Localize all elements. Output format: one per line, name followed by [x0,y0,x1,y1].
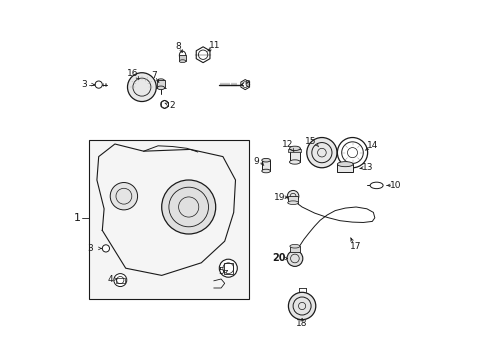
Text: 2: 2 [169,101,175,110]
Text: 8: 8 [175,42,181,51]
Bar [261,160,270,171]
Ellipse shape [179,60,185,63]
Circle shape [219,259,237,277]
Text: 16: 16 [127,69,139,78]
Text: 6: 6 [244,80,250,89]
Bar [287,196,298,203]
Circle shape [95,81,102,88]
Bar [337,164,352,172]
Text: 18: 18 [296,320,307,328]
Polygon shape [97,144,235,275]
Ellipse shape [261,158,270,162]
Text: 12: 12 [282,140,293,149]
Text: 19: 19 [273,193,285,202]
Ellipse shape [289,160,300,164]
Bar [157,80,164,88]
Bar [115,278,125,283]
Circle shape [286,251,302,266]
Ellipse shape [289,146,300,150]
Ellipse shape [179,51,185,60]
Circle shape [160,100,168,108]
Circle shape [287,190,298,202]
Circle shape [306,138,336,168]
Text: 13: 13 [362,163,373,172]
Circle shape [288,292,315,320]
Bar [223,263,232,274]
Text: 11: 11 [209,41,220,50]
Text: 9: 9 [253,157,259,166]
Text: 14: 14 [366,141,378,150]
Text: 5: 5 [218,267,224,276]
Text: 4: 4 [107,274,113,284]
Ellipse shape [261,169,270,173]
Text: 1: 1 [74,213,81,223]
Bar [288,149,301,152]
Text: 3: 3 [87,244,93,253]
Ellipse shape [337,162,352,167]
Ellipse shape [289,244,299,248]
Circle shape [162,180,215,234]
Bar [289,246,299,252]
Ellipse shape [369,182,382,189]
Circle shape [114,274,126,287]
Circle shape [102,245,109,252]
Text: 3: 3 [81,80,87,89]
Text: 7: 7 [151,71,156,80]
Text: 17: 17 [349,242,361,251]
Ellipse shape [157,86,164,90]
Bar [289,148,300,162]
Text: 10: 10 [389,181,401,190]
Bar [89,140,249,299]
Circle shape [110,183,137,210]
Text: 15: 15 [305,136,316,145]
Ellipse shape [157,79,164,82]
Ellipse shape [287,201,298,204]
Text: 20: 20 [272,253,285,264]
Circle shape [337,138,367,168]
Bar [179,55,185,61]
Circle shape [127,73,156,102]
